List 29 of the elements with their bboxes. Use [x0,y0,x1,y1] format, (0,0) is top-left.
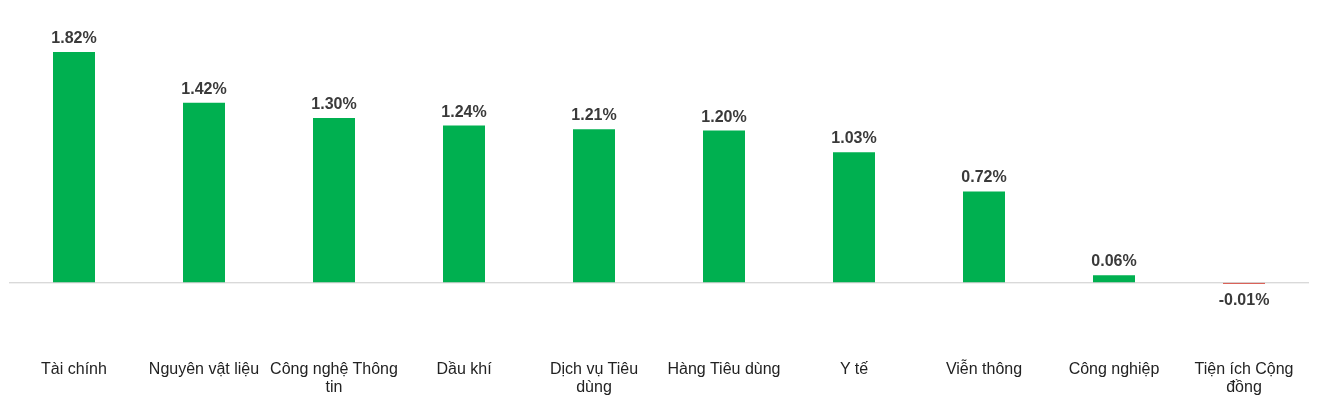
x-tick-label: Tài chính [41,359,107,377]
data-label: 1.20% [701,107,747,125]
data-label: 1.42% [181,79,227,97]
data-label: 0.06% [1091,252,1137,270]
x-tick-label: Hàng Tiêu dùng [667,359,781,377]
bar [53,52,95,283]
data-label: -0.01% [1218,291,1270,309]
x-tick-label: Tiện ích Cộng đồng [1194,359,1294,395]
bar [443,125,485,283]
data-label: 1.03% [831,129,877,147]
bar [183,102,225,283]
x-tick-label: Y tế [839,359,869,377]
data-label: 0.72% [961,168,1007,186]
data-label: 1.82% [51,29,97,46]
x-tick-label: Dầu khí [436,359,493,377]
data-label: 1.21% [571,106,617,124]
x-tick-label: Dịch vụ Tiêu dùng [549,359,639,395]
x-tick-label: Công nghệ Thông tin [270,359,398,395]
data-label: 1.30% [311,94,357,112]
bar [1093,275,1135,283]
bar [833,152,875,283]
x-tick-label: Nguyên vật liệu [148,359,260,377]
x-tick-label: Viễn thông [945,358,1023,377]
bar [963,191,1005,283]
bar [703,130,745,283]
data-label: 1.24% [441,102,487,120]
bar [313,117,355,283]
x-tick-label: Công nghiệp [1068,359,1160,377]
bar [573,129,615,283]
